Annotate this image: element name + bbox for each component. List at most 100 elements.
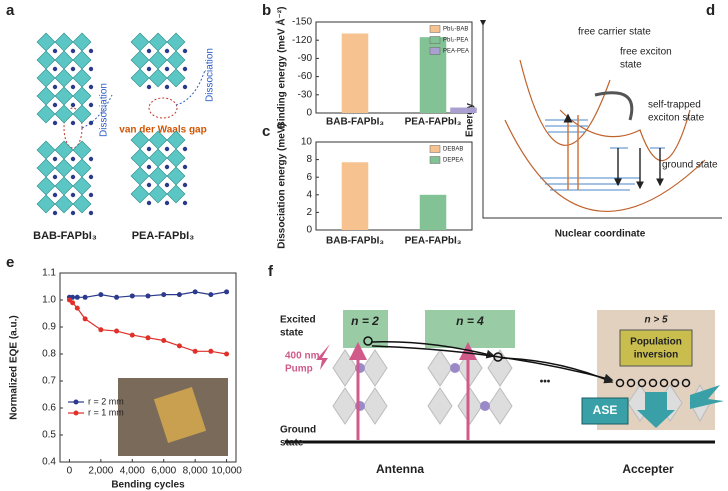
point <box>129 332 135 338</box>
label: ••• <box>540 377 551 388</box>
point <box>98 292 104 298</box>
bar <box>341 33 369 113</box>
label: 400 nm <box>285 351 320 362</box>
y-tick-label: 1.1 <box>42 268 56 279</box>
octahedron <box>72 158 92 178</box>
octahedron <box>54 86 74 106</box>
y-tick-label: 0 <box>306 225 312 236</box>
cation <box>182 48 188 54</box>
panel-letter: e <box>6 254 14 271</box>
cation <box>52 156 58 162</box>
cation <box>88 156 94 162</box>
point <box>145 293 151 299</box>
octahedron <box>54 32 74 52</box>
axis-label: Energy <box>465 103 476 137</box>
series-line <box>69 299 227 355</box>
ase-arrow <box>637 392 675 428</box>
label: state <box>620 60 642 71</box>
y-tick-label: 0.8 <box>42 349 56 360</box>
cation <box>146 146 152 152</box>
transfer <box>371 341 496 359</box>
cation <box>70 66 76 72</box>
octahedron <box>72 86 92 106</box>
panel-letter: b <box>262 2 271 19</box>
cation <box>70 48 76 54</box>
legend-swatch <box>429 156 441 164</box>
cation <box>146 200 152 206</box>
point <box>98 327 104 333</box>
legend-swatch <box>429 36 441 44</box>
plot-frame <box>315 21 473 114</box>
point <box>224 351 230 357</box>
point <box>82 316 88 322</box>
panel-letter: d <box>706 2 715 19</box>
pump-bolt <box>316 344 330 370</box>
cation <box>52 120 58 126</box>
point <box>82 294 88 300</box>
label: n > 5 <box>644 315 668 326</box>
octahedron <box>130 50 150 70</box>
cation <box>88 174 94 180</box>
cation <box>164 182 170 188</box>
y-tick-label: 0.5 <box>42 430 56 441</box>
label: n = 4 <box>456 314 484 328</box>
y-tick-label: -30 <box>298 89 313 100</box>
label: state <box>280 328 304 339</box>
y-tick-label: 0 <box>306 108 312 119</box>
cation <box>164 164 170 170</box>
cation <box>182 66 188 72</box>
cation <box>182 84 188 90</box>
point <box>145 335 151 341</box>
cation <box>70 84 76 90</box>
legend-marker <box>73 410 79 416</box>
octahedron <box>166 166 186 186</box>
octahedron <box>72 32 92 52</box>
y-tick-label: 0.7 <box>42 376 56 387</box>
cation <box>88 66 94 72</box>
octahedron <box>54 104 74 124</box>
label: Dissociation <box>99 83 110 137</box>
cation <box>52 174 58 180</box>
y-tick-label: 0.6 <box>42 403 56 414</box>
label: Ground <box>280 425 316 436</box>
octahedron <box>166 148 186 168</box>
y-axis-label: Dissociation energy (meV) <box>277 123 288 249</box>
octahedron <box>54 194 74 214</box>
x-tick-label: 2,000 <box>88 466 113 477</box>
bar <box>419 194 447 230</box>
y-tick-label: -90 <box>298 53 313 64</box>
y-tick-label: -120 <box>292 35 312 46</box>
y-tick-label: -60 <box>298 71 313 82</box>
y-tick-label: 1.0 <box>42 295 56 306</box>
cation <box>70 174 76 180</box>
octahedron <box>54 68 74 88</box>
cation <box>52 66 58 72</box>
curve <box>519 59 611 146</box>
octahedron <box>148 32 168 52</box>
cation <box>164 200 170 206</box>
transfer <box>371 345 614 383</box>
transfer <box>501 357 614 384</box>
octahedron <box>36 68 56 88</box>
cation <box>52 84 58 90</box>
relax-arrow <box>594 91 634 121</box>
label: ASE <box>593 403 618 417</box>
cation <box>52 102 58 108</box>
label: van der Waals gap <box>119 125 206 136</box>
cation <box>70 156 76 162</box>
octahedron <box>148 184 168 204</box>
axis-label: Nuclear coordinate <box>555 229 646 240</box>
legend-label: DEPEA <box>443 158 463 164</box>
label: PEA-FAPbI₃ <box>132 230 195 242</box>
y-tick-label: 6 <box>306 172 312 183</box>
octahedron <box>72 140 92 160</box>
cation <box>182 182 188 188</box>
y-axis-label: Binding energy (meV Å⁻²) <box>275 7 288 129</box>
point <box>224 289 230 295</box>
arrow <box>81 94 113 129</box>
bar <box>450 107 477 113</box>
x-tick-label: BAB-FAPbI₃ <box>326 236 384 247</box>
legend-label: DEBAB <box>443 147 463 153</box>
x-tick-label: BAB-FAPbI₃ <box>326 117 384 128</box>
x-tick-label: PEA-FAPbI₃ <box>405 117 462 128</box>
